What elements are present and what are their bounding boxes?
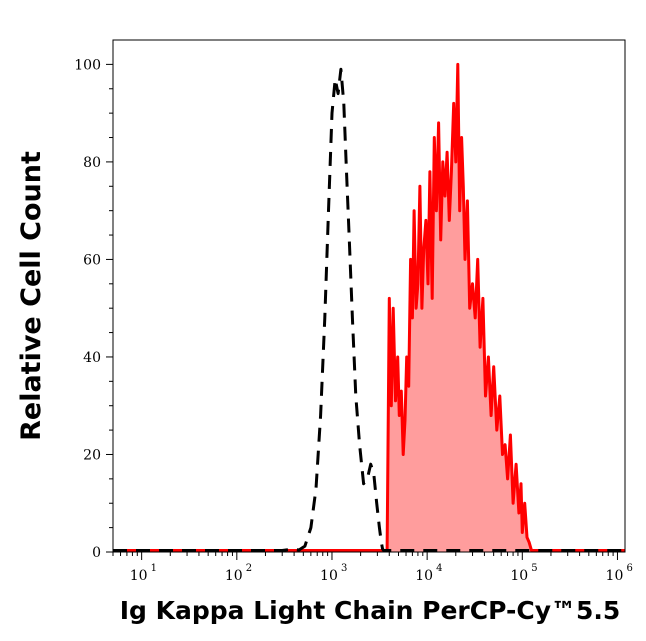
y-axis: 0 20 40 60 80 100 [74,57,113,561]
y-tick-label: 20 [83,447,101,463]
y-tick-label: 0 [92,545,101,561]
series-fill-1 [113,64,625,553]
plot-layer [113,62,625,553]
y-tick-label: 40 [83,350,101,366]
x-tick-label: 10 [510,568,528,584]
x-tick-exponent: 1 [151,563,157,574]
x-tick-label: 10 [130,568,148,584]
y-tick-label: 60 [83,252,101,268]
y-tick-label: 80 [83,155,101,171]
x-tick-exponent: 2 [246,563,252,574]
x-tick-label: 10 [415,568,433,584]
x-tick-label: 10 [225,568,243,584]
x-tick-exponent: 6 [626,563,632,574]
x-axis: 10 1 10 2 10 3 10 4 10 5 10 6 [112,552,633,584]
y-axis-label: Relative Cell Count [16,151,47,441]
x-tick-exponent: 5 [531,563,537,574]
x-tick-label: 10 [606,568,624,584]
x-tick-exponent: 3 [341,563,347,574]
y-tick-label: 100 [74,57,101,73]
series-line-1 [113,62,625,552]
plot-frame [112,39,626,553]
x-axis-label: Ig Kappa Light Chain PerCP-Cy™5.5 [120,596,621,625]
x-tick-exponent: 4 [436,563,442,574]
x-tick-label: 10 [320,568,338,584]
series-line-0 [113,67,625,552]
